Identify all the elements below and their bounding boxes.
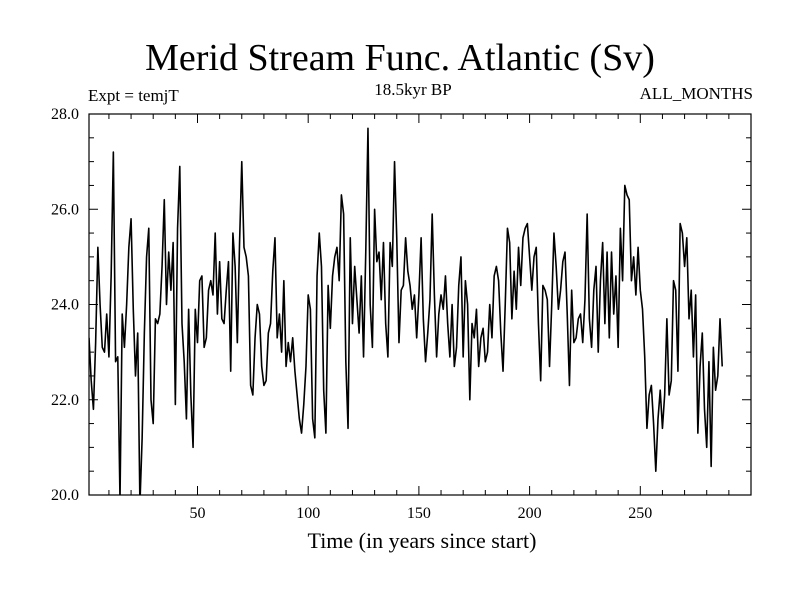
months-label: ALL_MONTHS xyxy=(639,84,753,103)
y-tick-label: 24.0 xyxy=(51,297,79,314)
y-tick-label: 22.0 xyxy=(51,392,79,409)
y-tick-label: 28.0 xyxy=(51,106,79,123)
chart-title: Merid Stream Func. Atlantic (Sv) xyxy=(145,37,655,79)
series-group xyxy=(89,127,724,495)
axis-ticks xyxy=(89,113,752,496)
x-tick-label: 250 xyxy=(628,505,652,522)
series-line xyxy=(89,127,724,495)
x-tick-label: 50 xyxy=(189,505,205,522)
axis-tick-labels: 50 100 150 200 250 20.0 22.0 24.0 26.0 28.0 xyxy=(51,106,652,522)
x-tick-label: 200 xyxy=(518,505,542,522)
x-tick-label: 100 xyxy=(296,505,320,522)
y-tick-label: 26.0 xyxy=(51,201,79,218)
chart-subtitle: 18.5kyr BP xyxy=(374,80,452,99)
experiment-label: Expt = temjT xyxy=(88,86,179,105)
plot-frame xyxy=(88,113,752,496)
y-tick-label: 20.0 xyxy=(51,487,79,504)
x-axis-label: Time (in years since start) xyxy=(308,528,537,553)
x-tick-label: 150 xyxy=(407,505,431,522)
